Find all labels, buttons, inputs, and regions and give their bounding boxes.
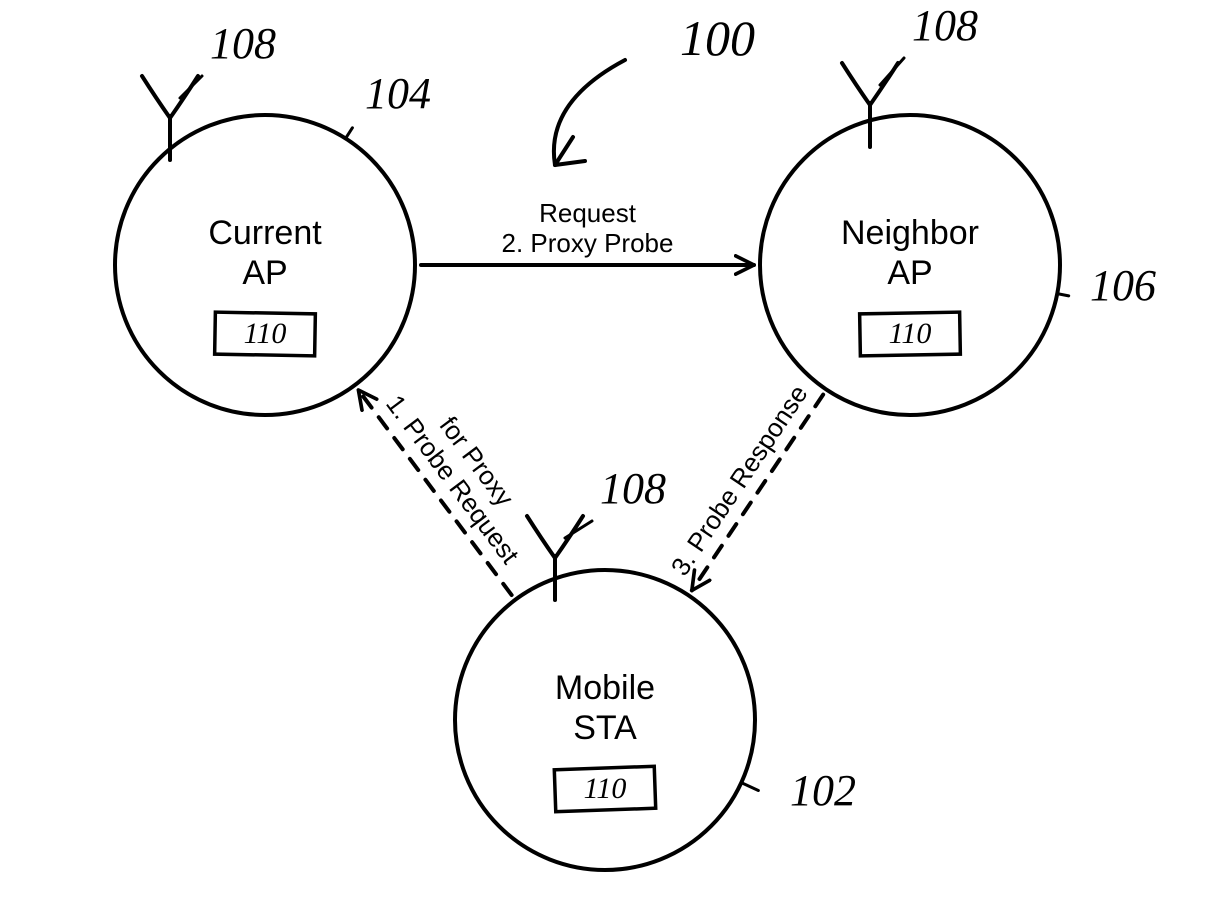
node-neighbor_ap-ref: 106 [1090,261,1156,310]
node-mobile_sta-label-0: Mobile [555,669,655,707]
edge-edge2-label-1: Request [539,198,637,228]
node-current_ap-label-0: Current [208,214,322,252]
node-current_ap-innerbox-text: 110 [244,317,287,350]
antenna-ref-tick-current_ap [180,76,202,98]
antenna-ref-mobile_sta: 108 [600,464,666,513]
edge-edge2-label-0: 2. Proxy Probe [502,228,674,258]
node-mobile_sta-ref-tick [741,783,758,791]
node-neighbor_ap-ref-tick [1057,294,1068,296]
edge-edge3 [692,395,823,591]
node-current_ap-ref: 104 [365,69,431,118]
antenna-ref-neighbor_ap: 108 [912,1,978,50]
node-mobile_sta-ref: 102 [790,766,856,815]
node-mobile_sta-label-1: STA [573,709,637,747]
node-mobile_sta-innerbox-text: 110 [584,772,627,805]
node-neighbor_ap-label-0: Neighbor [841,214,979,252]
node-current_ap-ref-tick [346,128,353,139]
node-neighbor_ap-label-1: AP [887,254,932,292]
figure-ref-arrowhead [555,137,585,165]
antenna-ref-current_ap: 108 [210,19,276,68]
edge-edge3-label-0: 3. Probe Response [665,379,814,581]
antenna-icon-neighbor_ap [842,63,898,105]
antenna-icon-current_ap [142,76,198,118]
node-neighbor_ap-innerbox-text: 110 [889,317,932,350]
antenna-ref-tick-neighbor_ap [880,58,904,85]
node-current_ap-label-1: AP [242,254,287,292]
antenna-icon-mobile_sta [527,516,583,558]
figure-ref-label: 100 [680,10,755,66]
